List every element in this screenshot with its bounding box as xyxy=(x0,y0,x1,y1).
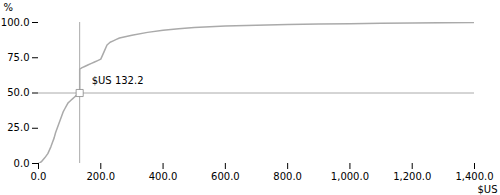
svg-text:75.0: 75.0 xyxy=(7,52,29,63)
svg-text:1,400.0: 1,400.0 xyxy=(455,171,493,182)
svg-text:50.0: 50.0 xyxy=(7,87,29,98)
svg-text:%: % xyxy=(4,2,14,13)
svg-text:1,200.0: 1,200.0 xyxy=(393,171,431,182)
svg-text:400.0: 400.0 xyxy=(149,171,178,182)
svg-text:600.0: 600.0 xyxy=(211,171,240,182)
svg-text:0.0: 0.0 xyxy=(14,158,30,169)
svg-text:$US 132.2: $US 132.2 xyxy=(92,75,144,86)
svg-text:100.0: 100.0 xyxy=(1,17,30,28)
svg-text:25.0: 25.0 xyxy=(7,122,29,133)
svg-text:200.0: 200.0 xyxy=(86,171,115,182)
svg-text:$US: $US xyxy=(477,184,497,195)
svg-text:800.0: 800.0 xyxy=(273,171,302,182)
svg-text:0.0: 0.0 xyxy=(31,171,47,182)
svg-text:1,000.0: 1,000.0 xyxy=(331,171,369,182)
